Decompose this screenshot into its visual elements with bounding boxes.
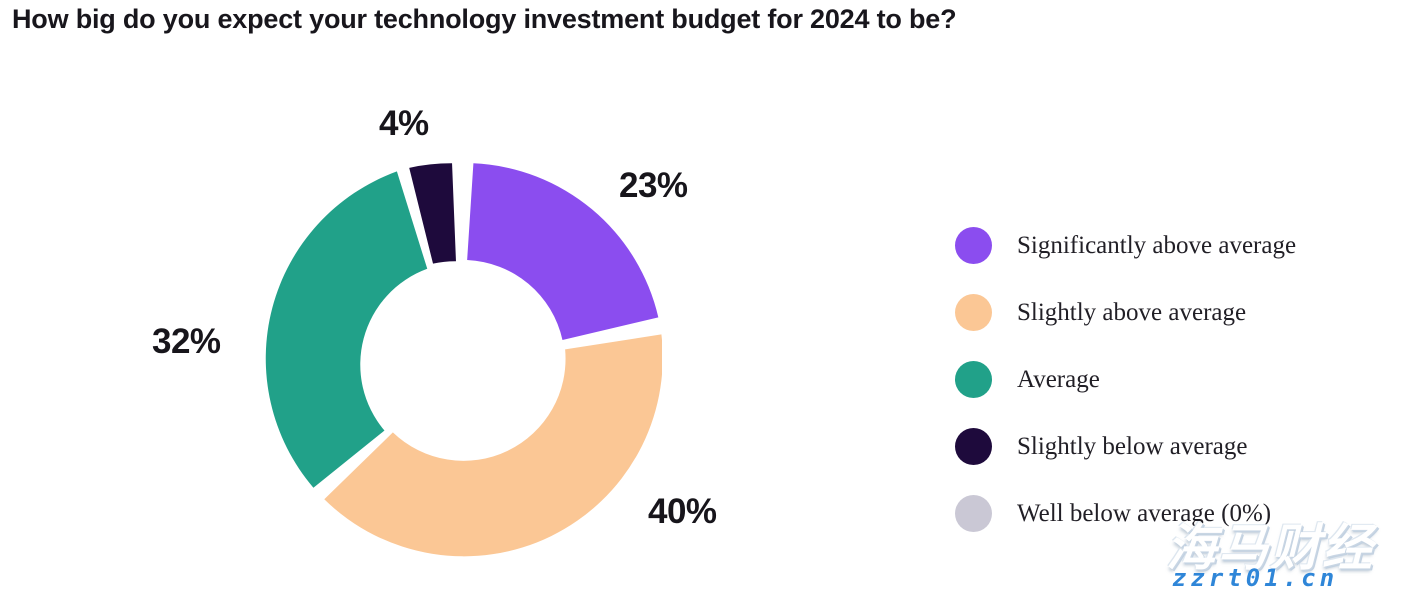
- legend-swatch-icon: [955, 294, 992, 331]
- slice-significantly-above-average[interactable]: [467, 163, 659, 340]
- slice-slightly-above-average[interactable]: [324, 334, 662, 557]
- legend-item-significantly-above-average[interactable]: Significantly above average: [955, 212, 1385, 279]
- page-title: How big do you expect your technology in…: [12, 4, 957, 34]
- legend-item-well-below-average[interactable]: Well below average (0%): [955, 480, 1385, 547]
- slice-value-label-slightly-below-average: 4%: [379, 104, 429, 143]
- legend-item-average[interactable]: Average: [955, 346, 1385, 413]
- legend-swatch-icon: [955, 361, 992, 398]
- slice-value-label-significantly-above-average: 23%: [619, 166, 688, 205]
- donut-chart-svg: [265, 163, 662, 557]
- donut-slices: [265, 163, 662, 557]
- watermark-url: zzrt01.cn: [1172, 564, 1339, 592]
- legend-item-label: Significantly above average: [1017, 232, 1297, 259]
- legend-swatch-icon: [955, 227, 992, 264]
- legend-item-label: Slightly below average: [1017, 433, 1248, 460]
- legend-swatch-icon: [955, 428, 992, 465]
- slice-value-label-average: 32%: [152, 322, 221, 361]
- legend-item-label: Slightly above average: [1017, 299, 1247, 326]
- legend-item-slightly-below-average[interactable]: Slightly below average: [955, 413, 1385, 480]
- slice-slightly-below-average[interactable]: [409, 163, 456, 264]
- legend-item-label: Well below average (0%): [1017, 500, 1272, 527]
- legend-item-slightly-above-average[interactable]: Slightly above average: [955, 279, 1385, 346]
- slice-value-label-slightly-above-average: 40%: [648, 492, 717, 531]
- legend-item-label: Average: [1017, 366, 1100, 393]
- legend-swatch-icon: [955, 495, 992, 532]
- legend: Significantly above average Slightly abo…: [955, 212, 1385, 547]
- slice-average[interactable]: [265, 171, 428, 488]
- donut-chart: [264, 163, 662, 561]
